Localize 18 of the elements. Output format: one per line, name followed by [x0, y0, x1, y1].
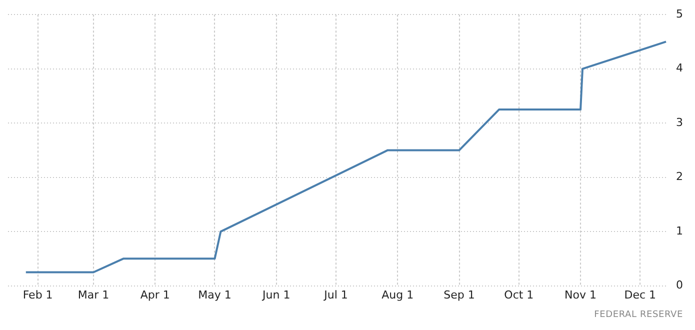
text: FEDERAL RESERVE	[594, 310, 683, 320]
x-tick-label: Feb 1	[22, 288, 53, 302]
y-tick-label: 3	[676, 116, 683, 129]
y-tick-label: 2	[676, 170, 683, 184]
x-tick-label: Jul 1	[323, 288, 348, 302]
x-tick-label: Apr 1	[140, 288, 170, 302]
y-tick-label: 0	[676, 278, 683, 292]
x-tick-label: Aug 1	[382, 288, 414, 302]
x-tick-label: Jun 1	[262, 288, 290, 302]
x-tick-label: Sep 1	[444, 288, 475, 302]
y-tick-label: 5	[676, 7, 683, 20]
y-tick-label: 1	[676, 224, 683, 238]
x-tick-label: Dec 1	[624, 288, 656, 302]
x-tick-label: Oct 1	[504, 288, 534, 302]
x-tick-label: May 1	[198, 288, 232, 302]
y-tick-label: 4	[676, 62, 683, 75]
x-tick-label: Nov 1	[564, 288, 597, 302]
x-tick-label: Mar 1	[78, 288, 110, 302]
